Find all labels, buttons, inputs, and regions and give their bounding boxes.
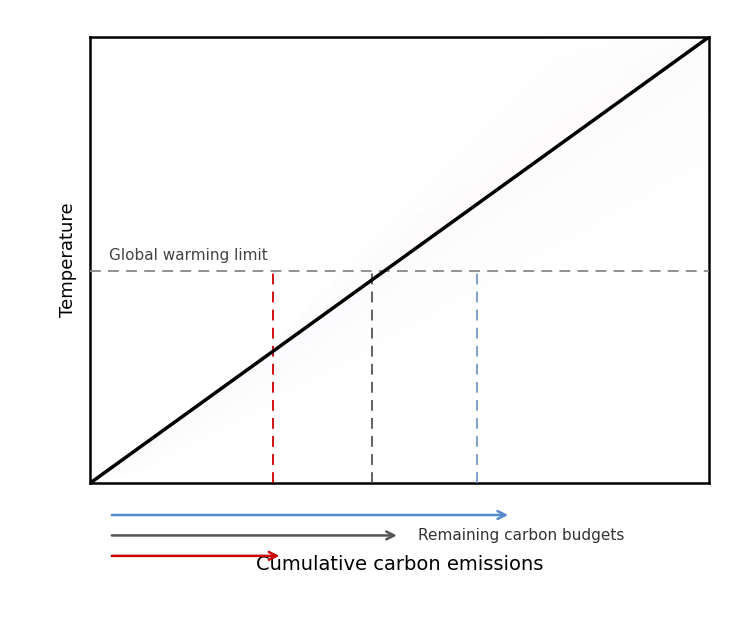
X-axis label: Cumulative carbon emissions: Cumulative carbon emissions <box>256 555 544 574</box>
Y-axis label: Temperature: Temperature <box>59 202 77 318</box>
Text: Remaining carbon budgets: Remaining carbon budgets <box>418 528 624 543</box>
Text: Global warming limit: Global warming limit <box>109 248 268 263</box>
